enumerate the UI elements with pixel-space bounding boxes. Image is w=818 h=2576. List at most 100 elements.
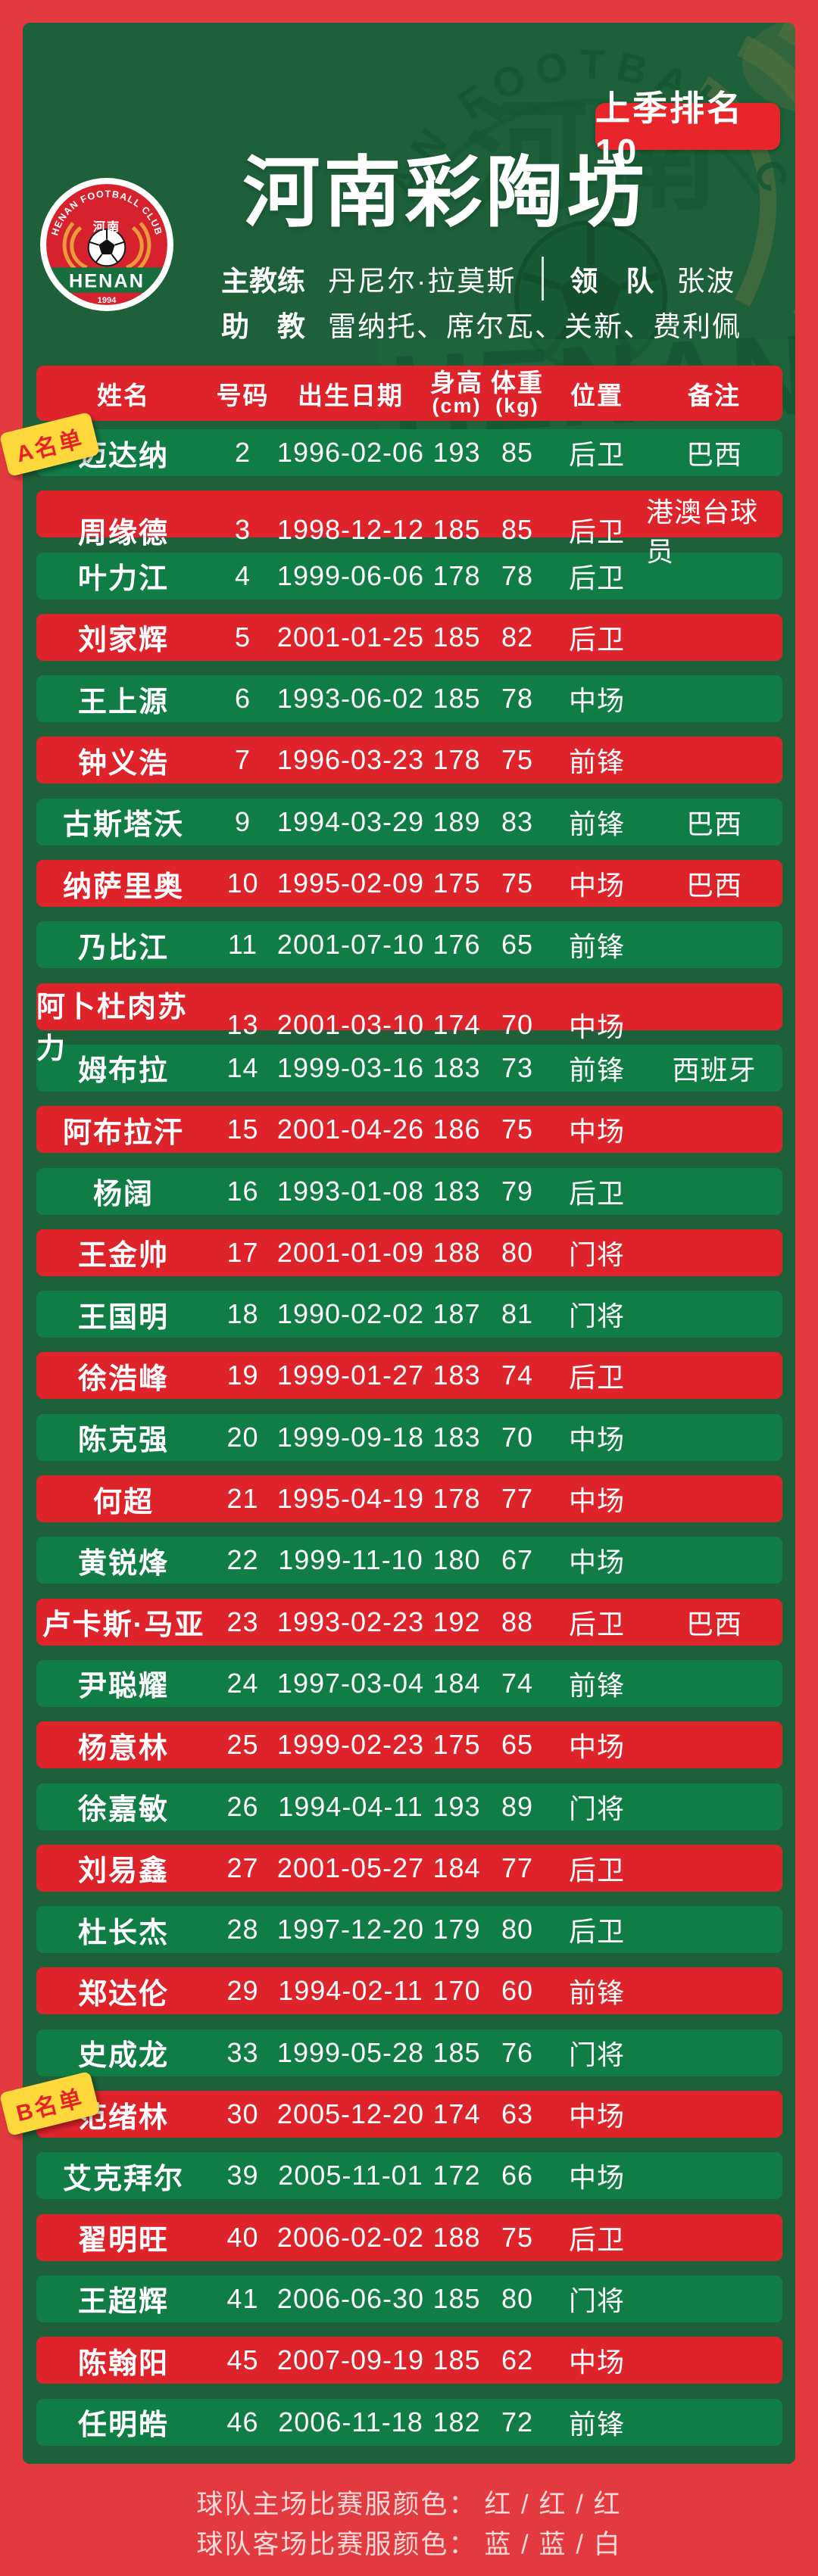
cell-position: 门将 — [568, 1238, 625, 1270]
cell-weight: 72 — [501, 2406, 534, 2437]
cell-weight: 76 — [501, 2036, 534, 2068]
cell-position: 中场 — [568, 1423, 625, 1455]
cell-position: 后卫 — [568, 1608, 625, 1640]
table-row: 周缘德 3 1998-12-12 185 85 后卫 港澳台球员 — [36, 491, 782, 567]
cell-height: 174 — [432, 1008, 481, 1040]
cell-birth: 1995-04-19 — [276, 1483, 425, 1515]
table-row: 徐嘉敏 26 1994-04-11 193 89 门将 — [36, 1783, 782, 1830]
staff-line-assistants: 助 教 雷纳托、席尔瓦、关新、费利佩 — [221, 301, 742, 347]
cell-height: 186 — [432, 1114, 481, 1145]
cell-number: 10 — [226, 867, 259, 899]
cell-number: 21 — [226, 1483, 259, 1515]
cell-name: 郑达伦 — [77, 1978, 169, 2011]
table-header-row: 姓名 号码 出生日期 身高 (cm) 体重 (kg) 位置 备注 — [36, 366, 782, 421]
cell-position: 前锋 — [568, 746, 625, 778]
cell-number: 33 — [226, 2036, 259, 2068]
cell-name: 徐浩峰 — [77, 1363, 169, 1395]
cell-name: 姆布拉 — [77, 1055, 169, 1088]
cell-number: 23 — [226, 1606, 259, 1637]
cell-weight: 70 — [501, 1008, 534, 1040]
cell-position: 门将 — [568, 1793, 625, 1824]
cell-birth: 1995-02-09 — [276, 867, 425, 899]
cell-weight: 75 — [501, 744, 534, 776]
cell-number: 25 — [226, 1729, 259, 1761]
head-coach-name: 丹尼尔·拉莫斯 — [328, 266, 517, 297]
table-row: 阿卜杜肉苏力 13 2001-03-10 174 70 中场 — [36, 983, 782, 1065]
cell-name: 艾克拜尔 — [62, 2163, 184, 2195]
cell-birth: 1990-02-02 — [276, 1298, 425, 1330]
away-kit-label: 球队客场比赛服颜色： — [196, 2530, 477, 2559]
cell-height: 178 — [432, 1483, 481, 1515]
cell-name: 王超辉 — [77, 2286, 169, 2319]
cell-height: 185 — [432, 2344, 481, 2376]
team-name-title: 河南彩陶坊 — [242, 150, 648, 236]
cell-position: 前锋 — [568, 931, 625, 963]
cell-birth: 1998-12-12 — [276, 514, 425, 546]
cell-name: 纳萨里奥 — [62, 871, 184, 903]
table-row: 尹聪耀 24 1997-03-04 184 74 前锋 — [36, 1659, 782, 1707]
cell-position: 中场 — [568, 1485, 625, 1517]
cell-name: 周缘德 — [77, 517, 169, 550]
table-row: 艾克拜尔 39 2005-11-01 172 66 中场 — [36, 2152, 782, 2200]
cell-height: 180 — [432, 1544, 481, 1576]
kit-colors-footer: 球队主场比赛服颜色：红 / 红 / 红 球队客场比赛服颜色：蓝 / 蓝 / 白 — [0, 2484, 818, 2565]
cell-birth: 1999-05-28 — [276, 2036, 425, 2068]
cell-birth: 2001-07-10 — [276, 929, 425, 961]
cell-number: 30 — [226, 2098, 259, 2130]
cell-number: 2 — [234, 437, 251, 468]
cell-weight: 80 — [501, 1914, 534, 1945]
table-row: 范绪林 30 2005-12-20 174 63 中场 — [36, 2091, 782, 2138]
cell-position: 后卫 — [568, 1177, 625, 1209]
header-number: 号码 — [216, 381, 270, 410]
cell-birth: 2001-01-25 — [276, 621, 425, 653]
cell-position: 后卫 — [568, 623, 625, 655]
table-row: 刘易鑫 27 2001-05-27 184 77 后卫 — [36, 1844, 782, 1892]
table-row: 阿布拉汗 15 2001-04-26 186 75 中场 — [36, 1106, 782, 1154]
cell-position: 中场 — [568, 2347, 625, 2378]
cell-birth: 1994-04-11 — [278, 1790, 423, 1822]
header-note: 备注 — [688, 381, 741, 410]
cell-number: 27 — [226, 1852, 259, 1883]
cell-height: 193 — [432, 1790, 481, 1822]
cell-number: 40 — [226, 2221, 259, 2253]
header-weight: 体重 (kg) — [491, 368, 544, 417]
logo-cn-name: 河南 — [93, 220, 120, 234]
cell-position: 前锋 — [568, 1669, 625, 1701]
cell-height: 188 — [432, 2221, 481, 2253]
cell-birth: 2001-01-09 — [276, 1236, 425, 1268]
cell-weight: 81 — [501, 1298, 534, 1330]
cell-weight: 62 — [501, 2344, 534, 2376]
cell-height: 187 — [432, 1298, 481, 1330]
cell-height: 183 — [432, 1421, 481, 1453]
cell-number: 5 — [234, 621, 251, 653]
cell-number: 16 — [226, 1175, 259, 1207]
cell-weight: 89 — [501, 1790, 534, 1822]
cell-note: 港澳台球员 — [646, 497, 759, 568]
cell-height: 185 — [432, 2036, 481, 2068]
table-row: 王上源 6 1993-06-02 185 78 中场 — [36, 675, 782, 723]
cell-name: 卢卡斯·马亚 — [42, 1609, 205, 1642]
home-kit-label: 球队主场比赛服颜色： — [196, 2490, 477, 2519]
cell-note: 巴西 — [685, 870, 742, 902]
cell-height: 175 — [432, 1729, 481, 1761]
cell-birth: 1996-02-06 — [276, 437, 425, 468]
cell-weight: 80 — [501, 1236, 534, 1268]
table-row: 叶力江 4 1999-06-06 178 78 后卫 — [36, 552, 782, 600]
cell-birth: 1997-12-20 — [276, 1914, 425, 1945]
cell-position: 前锋 — [568, 1977, 625, 2009]
manager-name: 张波 — [676, 266, 736, 297]
table-row: 古斯塔沃 9 1994-03-29 189 83 前锋 巴西 — [36, 798, 782, 846]
cell-note: 巴西 — [685, 439, 742, 470]
table-row: 姆布拉 14 1999-03-16 183 73 前锋 西班牙 — [36, 1044, 782, 1092]
cell-height: 182 — [432, 2406, 481, 2437]
cell-height: 183 — [432, 1051, 481, 1083]
cell-weight: 66 — [501, 2160, 534, 2191]
cell-weight: 75 — [501, 1114, 534, 1145]
cell-number: 29 — [226, 1975, 259, 2007]
cell-birth: 1999-06-06 — [276, 559, 425, 591]
cell-number: 28 — [226, 1914, 259, 1945]
cell-position: 中场 — [568, 1116, 625, 1148]
cell-weight: 70 — [501, 1421, 534, 1453]
cell-birth: 1999-09-18 — [276, 1421, 425, 1453]
cell-number: 45 — [226, 2344, 259, 2376]
